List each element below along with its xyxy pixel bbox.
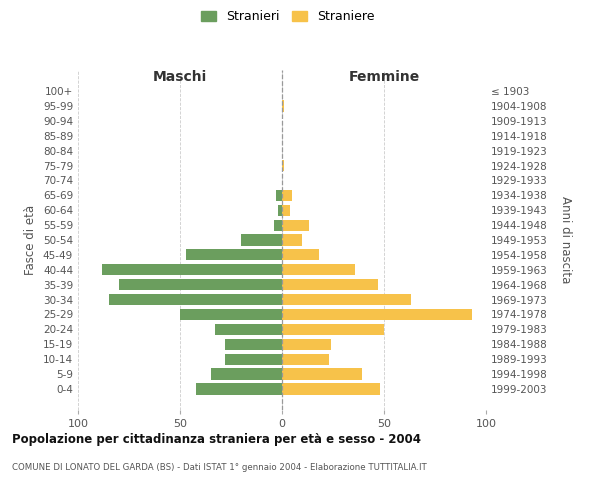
Bar bbox=[282, 234, 302, 246]
Bar bbox=[186, 250, 282, 260]
Bar bbox=[282, 368, 362, 380]
Text: Femmine: Femmine bbox=[349, 70, 419, 84]
Bar bbox=[282, 190, 292, 201]
Legend: Stranieri, Straniere: Stranieri, Straniere bbox=[196, 5, 380, 28]
Bar bbox=[103, 264, 282, 276]
Bar bbox=[241, 234, 282, 246]
Bar bbox=[119, 279, 282, 290]
Bar bbox=[225, 338, 282, 350]
Bar bbox=[225, 354, 282, 365]
Y-axis label: Fasce di età: Fasce di età bbox=[25, 205, 37, 275]
Bar bbox=[282, 338, 331, 350]
Bar bbox=[282, 324, 384, 335]
Bar bbox=[282, 279, 378, 290]
Bar bbox=[196, 384, 282, 394]
Bar bbox=[282, 220, 308, 230]
Text: Popolazione per cittadinanza straniera per età e sesso - 2004: Popolazione per cittadinanza straniera p… bbox=[12, 432, 421, 446]
Text: Maschi: Maschi bbox=[153, 70, 207, 84]
Text: COMUNE DI LONATO DEL GARDA (BS) - Dati ISTAT 1° gennaio 2004 - Elaborazione TUTT: COMUNE DI LONATO DEL GARDA (BS) - Dati I… bbox=[12, 462, 427, 471]
Bar bbox=[282, 354, 329, 365]
Bar bbox=[282, 309, 472, 320]
Bar bbox=[276, 190, 282, 201]
Bar bbox=[282, 384, 380, 394]
Bar bbox=[215, 324, 282, 335]
Bar bbox=[282, 294, 410, 305]
Bar bbox=[180, 309, 282, 320]
Bar bbox=[109, 294, 282, 305]
Bar bbox=[274, 220, 282, 230]
Bar bbox=[282, 204, 290, 216]
Bar bbox=[278, 204, 282, 216]
Bar bbox=[282, 264, 355, 276]
Y-axis label: Anni di nascita: Anni di nascita bbox=[559, 196, 572, 284]
Bar bbox=[282, 160, 284, 171]
Bar bbox=[282, 250, 319, 260]
Bar bbox=[211, 368, 282, 380]
Bar bbox=[282, 100, 284, 112]
